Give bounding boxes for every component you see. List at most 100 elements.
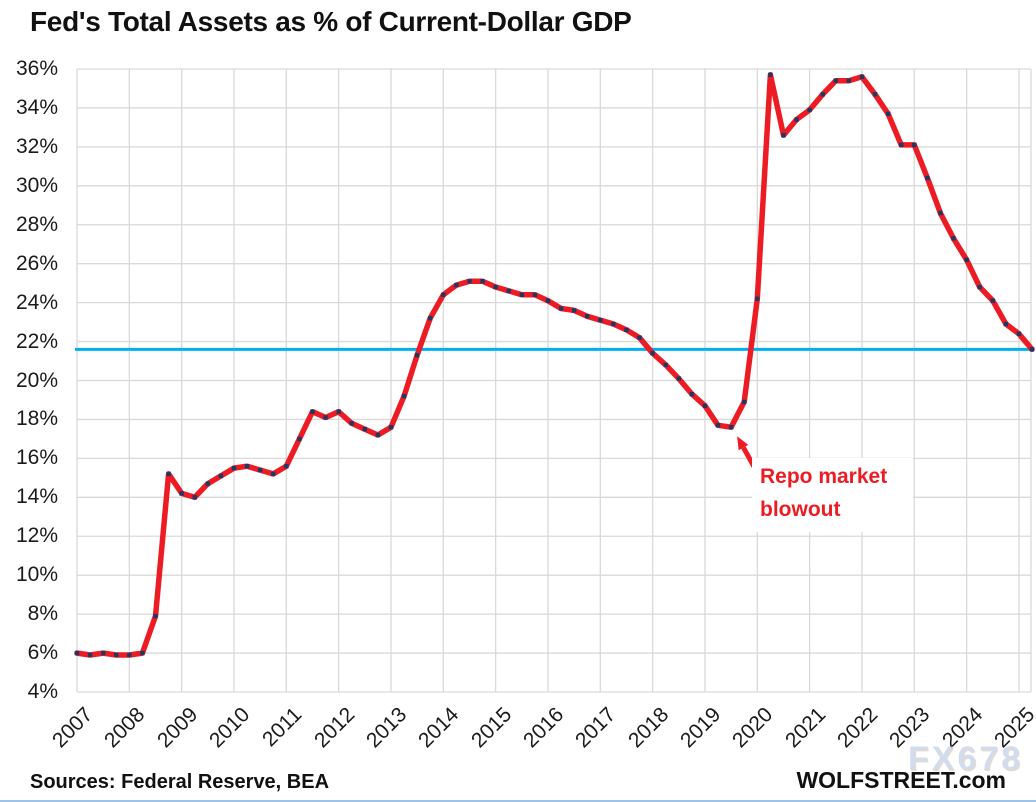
data-point-marker: [938, 210, 943, 216]
data-point-marker: [388, 425, 394, 430]
y-axis-label: 34%: [15, 95, 58, 119]
data-point-marker: [977, 284, 982, 290]
data-point-marker: [1029, 347, 1035, 352]
data-point-marker: [702, 403, 708, 409]
data-point-marker: [414, 352, 420, 358]
chart-title: Fed's Total Assets as % of Current-Dolla…: [30, 6, 632, 37]
y-axis-label: 20%: [15, 368, 58, 392]
y-axis-label: 22%: [15, 329, 58, 353]
data-point-marker: [323, 415, 328, 420]
y-axis-label: 6%: [27, 641, 58, 665]
y-axis-label: 4%: [27, 680, 58, 703]
data-point-marker: [912, 142, 917, 148]
data-point-marker: [271, 471, 276, 477]
y-axis-label: 16%: [15, 446, 58, 470]
data-point-marker: [598, 317, 603, 323]
wolfstreet-label: WOLFSTREET.com: [796, 767, 1006, 793]
data-point-marker: [205, 481, 211, 486]
data-point-marker: [885, 111, 891, 116]
data-point-marker: [480, 279, 485, 284]
data-point-marker: [571, 308, 577, 313]
data-point-marker: [781, 132, 786, 138]
data-point-marker: [74, 650, 80, 656]
data-point-marker: [467, 279, 472, 284]
data-point-marker: [100, 650, 106, 656]
data-point-marker: [807, 107, 812, 113]
y-axis-label: 10%: [15, 563, 58, 587]
data-point-marker: [192, 495, 197, 500]
bottom-border: [0, 800, 1036, 802]
data-point-marker: [310, 409, 315, 414]
data-point-marker: [898, 142, 904, 148]
data-point-marker: [558, 306, 564, 311]
y-axis-label: 18%: [15, 407, 58, 431]
data-point-marker: [585, 314, 590, 319]
data-point-marker: [1016, 331, 1022, 336]
data-point-marker: [375, 432, 381, 438]
annotation-arrow-icon: [737, 436, 749, 451]
sources-label: Sources: Federal Reserve, BEA: [30, 771, 330, 793]
data-point-marker: [362, 426, 368, 432]
data-point-marker: [859, 74, 865, 79]
data-point-marker: [179, 491, 184, 496]
y-axis-label: 28%: [15, 212, 58, 236]
data-point-marker: [401, 393, 407, 399]
y-axis-label: 36%: [15, 57, 58, 80]
annotation-line2: blowout: [760, 498, 841, 521]
data-point-marker: [336, 409, 341, 414]
data-point-marker: [519, 292, 525, 298]
data-point-marker: [768, 72, 773, 78]
data-point-marker: [624, 327, 629, 333]
watermark: FX678: [908, 740, 1024, 778]
data-point-marker: [689, 391, 695, 397]
y-axis-label: 8%: [27, 602, 58, 626]
data-point-marker: [794, 117, 799, 122]
data-point-marker: [532, 292, 538, 298]
data-point-marker: [506, 288, 511, 294]
data-point-marker: [454, 282, 459, 288]
data-point-marker: [349, 421, 354, 426]
data-point-marker: [611, 321, 616, 327]
data-point-marker: [990, 298, 995, 303]
data-point-marker: [650, 351, 655, 356]
data-point-marker: [820, 92, 825, 97]
data-point-marker: [637, 335, 642, 340]
annotation-label: Repo market blowout: [752, 458, 914, 532]
data-point-marker: [545, 298, 551, 303]
data-point-marker: [833, 78, 838, 83]
data-point-marker: [127, 652, 132, 658]
data-point-marker: [872, 92, 878, 97]
y-axis-label: 26%: [15, 251, 58, 275]
data-point-marker: [676, 376, 681, 381]
annotation-line1: Repo market: [760, 465, 888, 488]
data-point-marker: [297, 436, 302, 442]
data-point-marker: [244, 463, 250, 469]
data-point-marker: [140, 650, 145, 656]
data-point-marker: [964, 257, 969, 262]
y-axis-label: 14%: [15, 485, 58, 509]
data-point-marker: [925, 175, 930, 181]
data-point-marker: [728, 425, 734, 430]
data-point-marker: [951, 236, 956, 241]
data-point-marker: [153, 613, 158, 619]
data-point-marker: [742, 399, 747, 405]
data-point-marker: [284, 463, 289, 469]
data-point-marker: [846, 78, 852, 83]
data-point-marker: [663, 362, 668, 368]
data-point-marker: [1003, 321, 1009, 327]
y-axis-label: 12%: [15, 524, 58, 548]
data-point-marker: [755, 296, 760, 301]
y-axis-label: 30%: [15, 173, 58, 197]
y-axis-label: 32%: [15, 134, 58, 158]
data-point-marker: [493, 284, 498, 290]
data-point-marker: [166, 471, 171, 477]
y-axis-label: 24%: [15, 290, 58, 314]
data-point-marker: [441, 292, 446, 298]
series-line-fed-assets: [74, 72, 1035, 658]
data-point-marker: [715, 423, 721, 428]
data-point-marker: [218, 473, 224, 479]
data-point-marker: [87, 652, 93, 658]
data-point-marker: [231, 465, 237, 471]
